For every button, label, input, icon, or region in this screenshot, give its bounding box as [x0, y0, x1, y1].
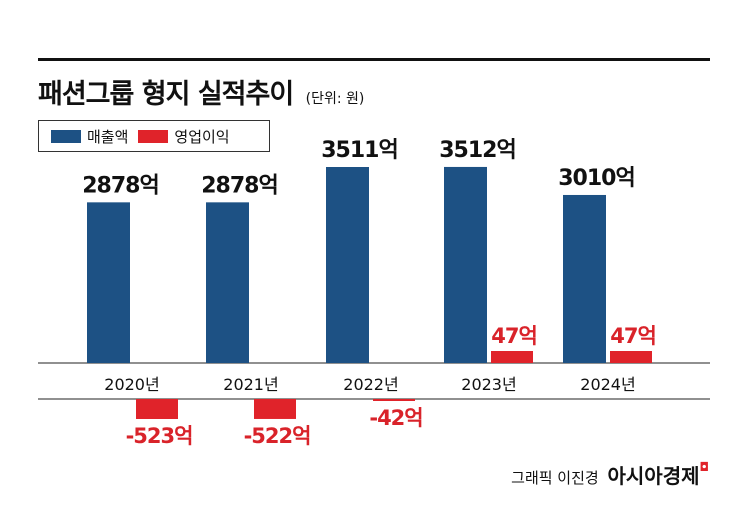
bar-profit	[491, 351, 533, 363]
legend-swatch-profit	[138, 129, 169, 143]
bar-revenue	[563, 194, 606, 363]
data-label-profit: -42억	[369, 406, 422, 430]
bar-revenue	[444, 166, 487, 363]
category-label: 2024년	[580, 375, 635, 394]
brand-mark-icon: ◘	[699, 460, 710, 474]
data-label-revenue: 3512억	[439, 138, 515, 163]
legend-item-revenue: 매출액	[51, 126, 128, 147]
category-label: 2023년	[461, 375, 516, 394]
bar-revenue	[206, 202, 249, 363]
legend-label-revenue: 매출액	[87, 127, 129, 146]
data-label-revenue: 3511억	[321, 138, 397, 163]
data-label-revenue: 2878억	[201, 173, 277, 198]
legend-label-profit: 영업이익	[174, 127, 230, 146]
bar-profit	[254, 399, 296, 419]
legend-swatch-revenue	[51, 129, 81, 143]
bar-profit	[136, 399, 178, 419]
data-label-revenue: 3010억	[558, 166, 634, 191]
data-label-profit: -522억	[244, 424, 311, 448]
legend: 매출액 영업이익	[38, 120, 270, 152]
bar-profit	[610, 351, 652, 363]
data-label-revenue: 2878억	[82, 173, 158, 198]
chart-marks: 2878억 -523억 2020년 2878억 -522억 2021년 3511억 -42억 2…	[38, 138, 710, 448]
bar-revenue	[87, 202, 130, 363]
category-label: 2021년	[223, 375, 278, 394]
data-label-profit: -523억	[126, 424, 193, 448]
data-label-profit: 47억	[610, 324, 656, 348]
bar-revenue	[326, 167, 369, 363]
category-label: 2022년	[343, 375, 398, 394]
credit-brand: 아시아경제	[607, 464, 700, 488]
credit: 그래픽 이진경 아시아경제◘	[511, 460, 709, 489]
data-label-profit: 47억	[491, 324, 537, 348]
legend-item-profit: 영업이익	[138, 126, 230, 147]
bar-profit	[373, 399, 415, 401]
top-rule	[38, 58, 710, 61]
chart-title: 패션그룹 형지 실적추이 (단위: 원)	[38, 72, 364, 111]
category-label: 2020년	[104, 375, 159, 394]
unit-note: (단위: 원)	[305, 91, 365, 107]
credit-author: 그래픽 이진경	[511, 469, 599, 487]
chart-title-text: 패션그룹 형지 실적추이	[38, 79, 294, 110]
